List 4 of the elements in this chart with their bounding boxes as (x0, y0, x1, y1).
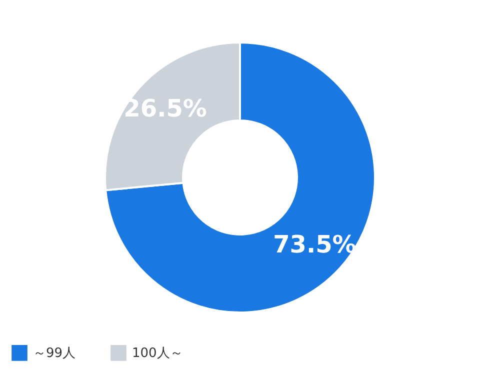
legend-label: 100人～ (132, 346, 183, 361)
legend-label: ～99人 (33, 346, 76, 361)
data-label: 73.5% (273, 230, 356, 258)
donut-slice (104, 42, 376, 314)
